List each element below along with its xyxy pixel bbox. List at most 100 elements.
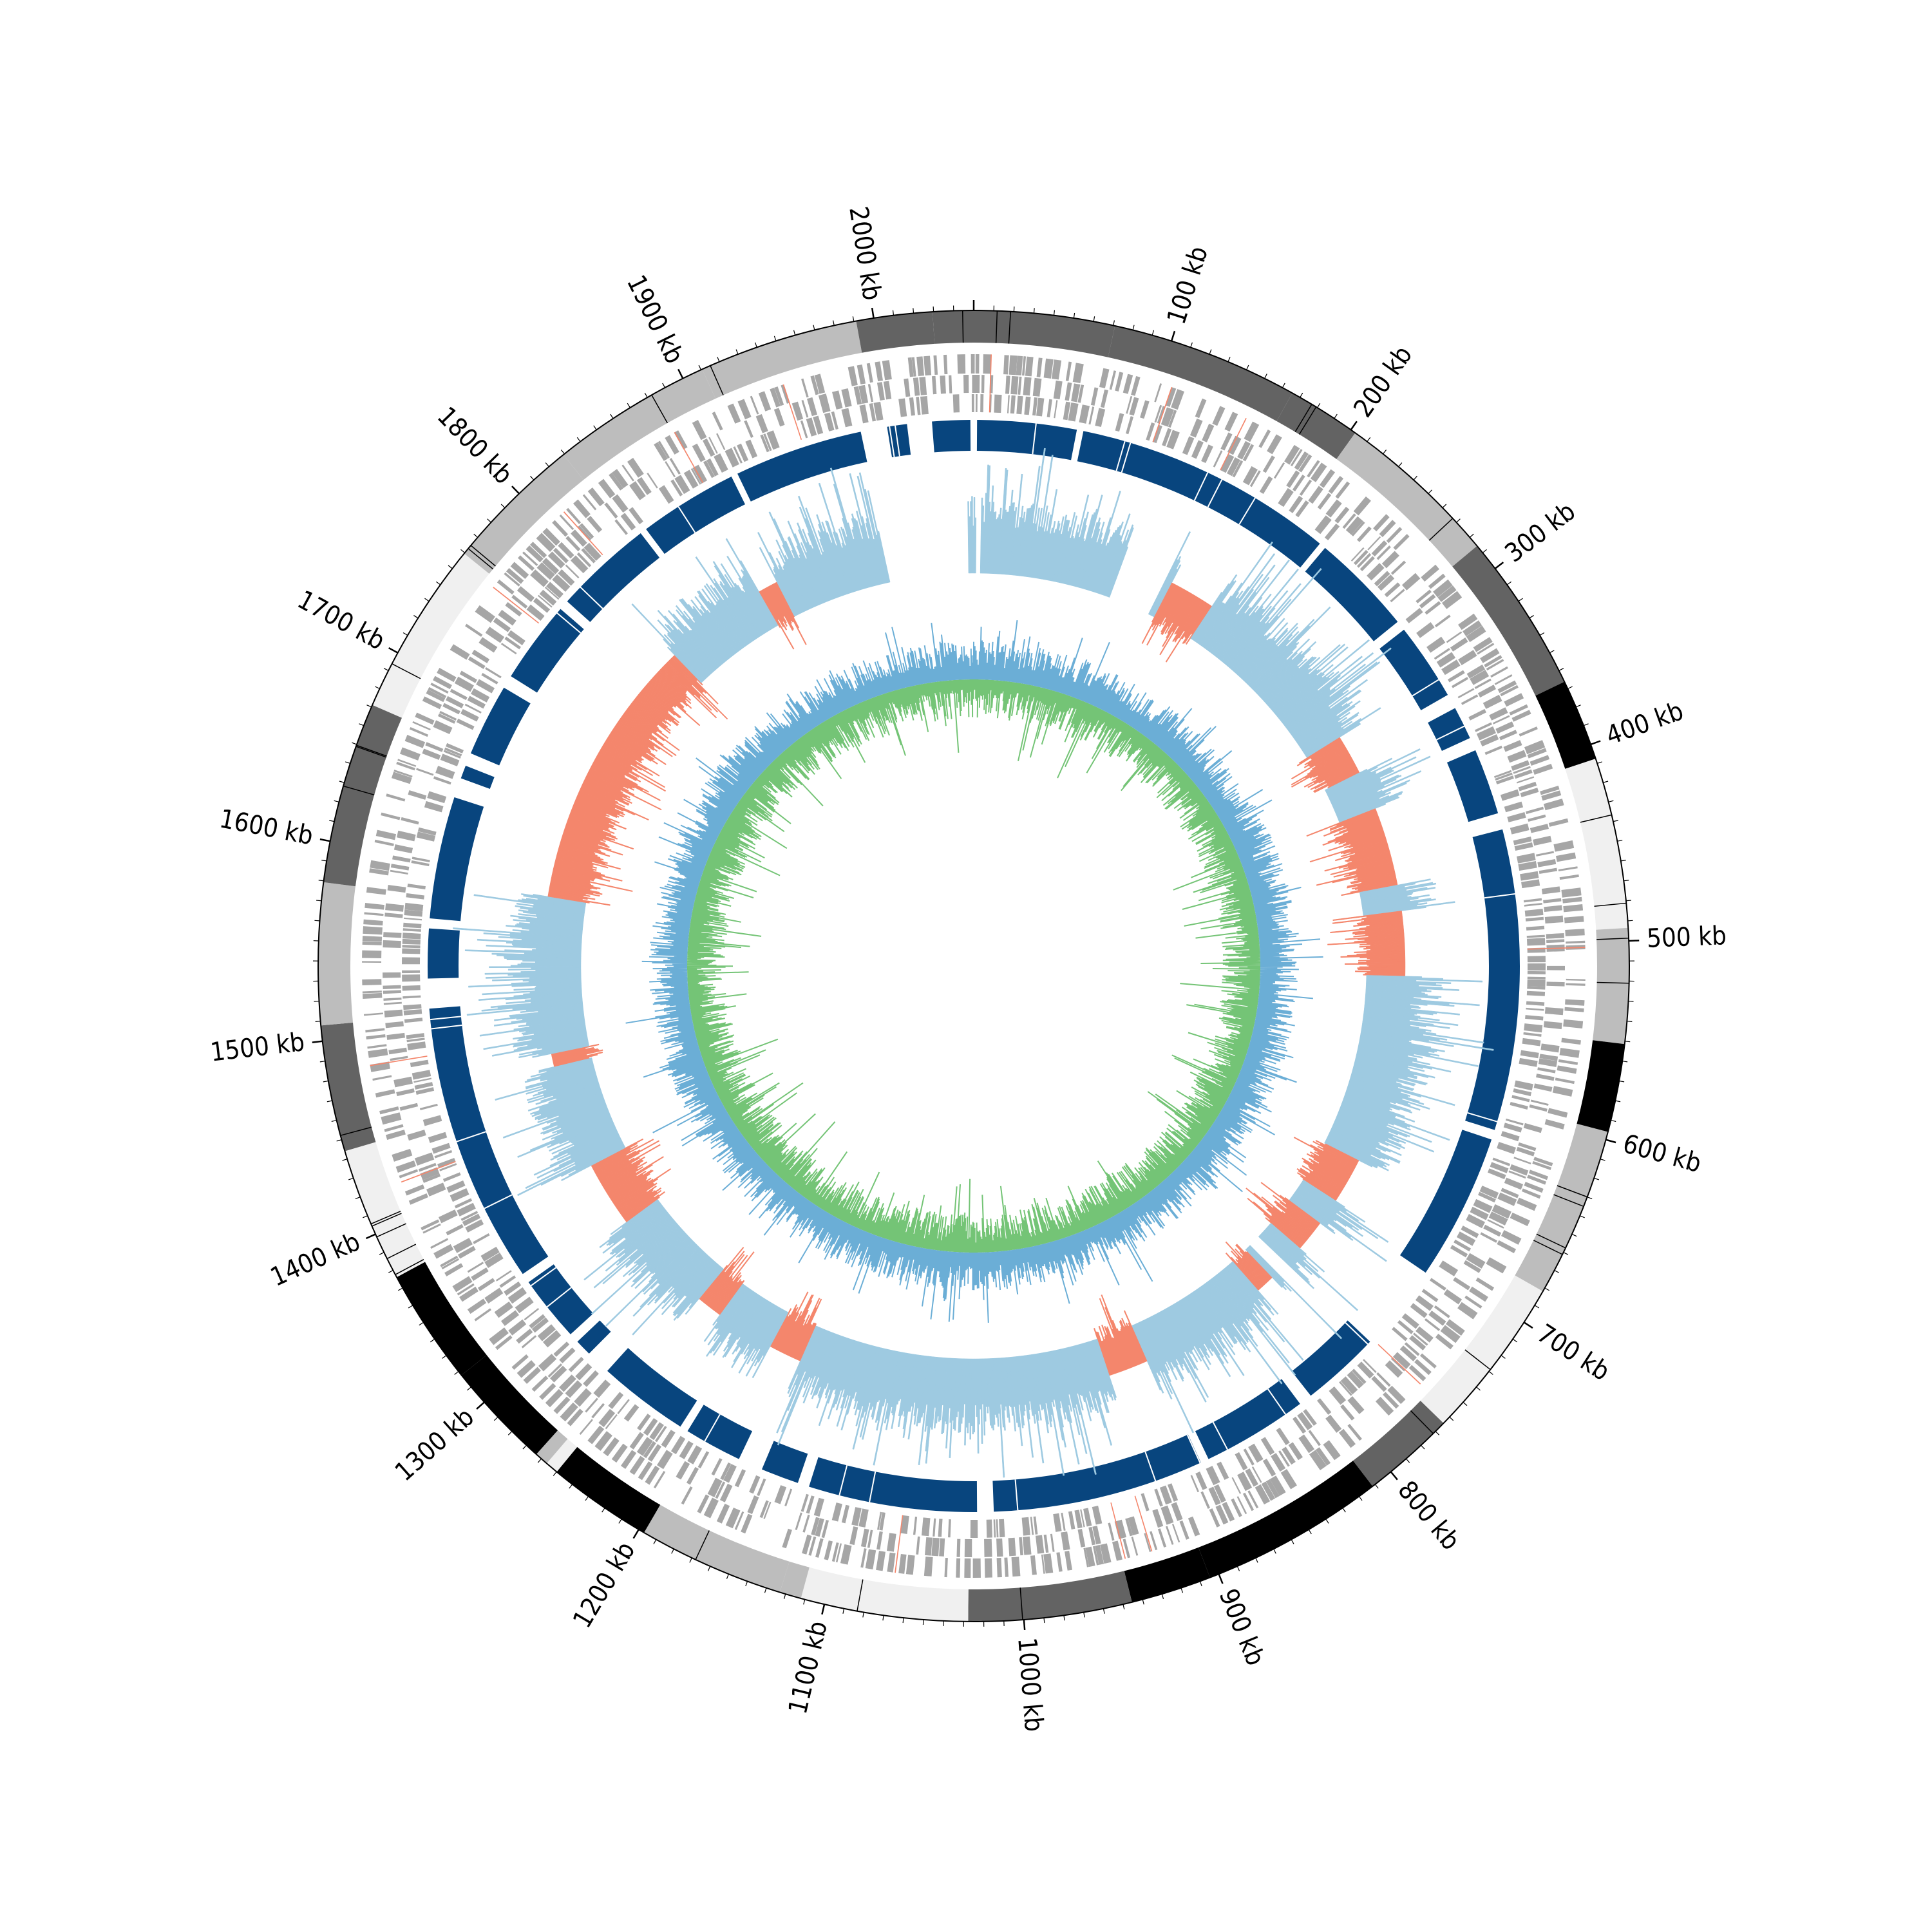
minor-tick xyxy=(1291,1539,1294,1544)
gene-feature xyxy=(1428,573,1446,589)
gene-feature xyxy=(1376,545,1391,560)
gene-feature xyxy=(498,609,516,626)
gc-skew-bar xyxy=(658,670,692,701)
gene-feature xyxy=(1128,1516,1139,1536)
gene-feature xyxy=(549,1365,567,1383)
minor-tick xyxy=(1624,880,1629,882)
gene-feature xyxy=(426,1182,446,1197)
gene-feature xyxy=(1308,486,1323,504)
gc-skew-bar xyxy=(1239,1250,1269,1282)
gene-feature xyxy=(1036,397,1045,417)
contig-track xyxy=(317,310,1630,1622)
gene-feature xyxy=(426,689,446,703)
gene-feature xyxy=(623,1404,639,1422)
gene-feature xyxy=(1401,1313,1419,1329)
gene-feature xyxy=(362,961,382,963)
gc-skew-bar xyxy=(1359,956,1406,958)
gene-feature xyxy=(1150,1531,1158,1551)
gene-feature xyxy=(575,1363,592,1381)
gene-feature xyxy=(621,464,634,482)
gene-feature xyxy=(697,1451,710,1469)
gene-feature xyxy=(531,1376,549,1392)
gene-feature xyxy=(1243,1448,1255,1466)
contig-segment xyxy=(1452,545,1565,696)
gene-feature xyxy=(712,412,723,431)
gc-skew-bar xyxy=(571,809,614,828)
gene-feature xyxy=(645,1465,660,1485)
gene-feature xyxy=(1314,515,1332,535)
gc-skew-bar xyxy=(1291,753,1350,788)
gene-feature xyxy=(457,1202,476,1217)
gene-feature xyxy=(542,1330,562,1348)
gene-feature xyxy=(707,1477,723,1497)
gc-skew-bar xyxy=(1332,867,1395,884)
gene-feature xyxy=(558,569,575,586)
minor-tick xyxy=(1488,1371,1493,1375)
gene-feature xyxy=(1452,677,1469,688)
contig-divider xyxy=(1019,1587,1023,1620)
gene-feature xyxy=(1310,462,1327,482)
gene-feature xyxy=(504,1281,522,1296)
gene-feature xyxy=(480,1246,500,1262)
gene-feature xyxy=(1527,956,1546,963)
gene-feature xyxy=(539,1383,556,1400)
gene-feature xyxy=(665,435,679,455)
minor-tick xyxy=(397,1287,403,1291)
major-tick xyxy=(1218,1573,1224,1584)
gene-feature xyxy=(1220,453,1235,473)
gene-feature xyxy=(1561,887,1582,898)
gene-feature xyxy=(1338,1428,1356,1448)
gene-feature xyxy=(1011,1557,1021,1577)
gene-feature xyxy=(552,574,571,592)
gc-skew-bar xyxy=(1235,1258,1262,1289)
gene-feature xyxy=(430,683,449,694)
gene-feature xyxy=(931,1537,940,1557)
gene-feature xyxy=(402,985,421,991)
gene-feature xyxy=(1527,971,1546,975)
gene-feature xyxy=(440,753,460,767)
gene-feature xyxy=(402,957,421,965)
gc-skew-bar xyxy=(783,1294,814,1354)
gene-feature xyxy=(457,1245,476,1259)
gene-feature xyxy=(849,1526,858,1546)
gene-feature xyxy=(1375,1396,1394,1416)
contig-divider xyxy=(1596,937,1629,940)
gc-skew-bar xyxy=(1310,764,1357,790)
gene-feature xyxy=(1053,380,1063,400)
minor-tick xyxy=(329,820,335,822)
gene-feature xyxy=(1065,382,1072,401)
gene-feature xyxy=(1115,413,1124,432)
block-separator xyxy=(1267,1388,1286,1415)
gc-content-above xyxy=(625,620,1323,1323)
gene-feature xyxy=(1350,547,1365,562)
gene-feature xyxy=(1484,745,1502,755)
minor-tick xyxy=(342,1159,348,1161)
gc-skew-bar xyxy=(552,1049,600,1061)
minor-tick xyxy=(1063,1615,1065,1621)
gene-feature xyxy=(1513,1157,1531,1164)
gc-skew-bar xyxy=(797,1322,816,1361)
gene-feature xyxy=(773,408,785,427)
gene-feature xyxy=(1373,514,1390,532)
gene-feature xyxy=(1267,434,1282,455)
gc-skew-bar xyxy=(1334,818,1380,837)
gene-feature xyxy=(909,397,915,416)
gene-feature xyxy=(898,398,907,417)
contig-segment xyxy=(464,455,584,574)
gc-skew-bar xyxy=(565,824,634,850)
gc-skew-bar xyxy=(661,667,687,693)
gene-feature xyxy=(784,1488,793,1506)
gc-skew-bar xyxy=(601,1160,644,1186)
gene-feature xyxy=(643,1417,658,1436)
gene-feature xyxy=(544,587,560,600)
gene-feature xyxy=(1495,772,1513,781)
gene-feature xyxy=(1353,549,1368,565)
gene-feature xyxy=(530,569,549,587)
gene-feature xyxy=(1213,1484,1226,1503)
gene-feature xyxy=(505,601,522,617)
minor-tick xyxy=(1575,705,1581,708)
gene-feature xyxy=(887,1552,896,1573)
gene-feature xyxy=(1421,564,1439,582)
gene-feature xyxy=(1563,1019,1584,1028)
gene-feature xyxy=(841,1504,849,1524)
